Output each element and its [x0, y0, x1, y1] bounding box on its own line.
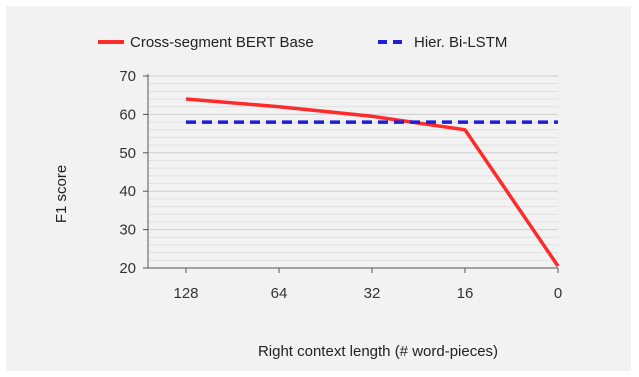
x-axis-title: Right context length (# word-pieces) — [258, 343, 498, 360]
line-chart: Cross-segment BERT Base Hier. Bi-LSTM 20… — [53, 34, 562, 360]
y-tick-label: 30 — [119, 222, 136, 239]
x-tick-label: 0 — [554, 285, 562, 302]
legend: Cross-segment BERT Base Hier. Bi-LSTM — [98, 34, 507, 51]
y-tick-label: 20 — [119, 260, 136, 277]
x-axis: 128 64 32 16 0 — [148, 267, 562, 302]
gridlines — [148, 75, 558, 269]
x-tick-label: 16 — [457, 285, 474, 302]
y-tick-label: 70 — [119, 68, 136, 85]
chart-container: Cross-segment BERT Base Hier. Bi-LSTM 20… — [6, 6, 631, 371]
series-layer — [185, 97, 560, 268]
legend-label-cross-segment-bert: Cross-segment BERT Base — [130, 34, 314, 51]
y-tick-label: 50 — [119, 145, 136, 162]
legend-label-hier-bilstm: Hier. Bi-LSTM — [414, 34, 507, 51]
x-tick-label: 64 — [271, 285, 288, 302]
y-axis: 20 30 40 50 60 70 — [119, 68, 149, 277]
y-axis-title: F1 score — [53, 165, 70, 223]
series-line-cross-segment-bert — [185, 97, 560, 268]
x-tick-label: 128 — [173, 285, 198, 302]
x-tick-label: 32 — [364, 285, 381, 302]
y-tick-label: 40 — [119, 183, 136, 200]
y-tick-label: 60 — [119, 106, 136, 123]
